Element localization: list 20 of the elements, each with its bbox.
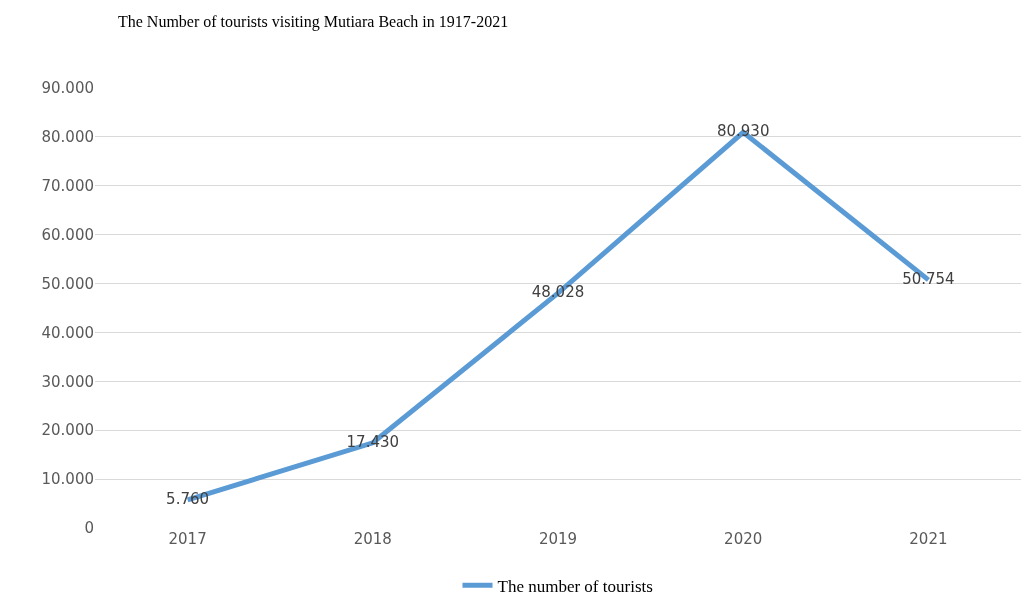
x-tick-label: 2020 <box>724 530 763 548</box>
data-label: 5.760 <box>166 489 210 508</box>
legend-label: The number of tourists <box>497 576 653 596</box>
chart-title: The Number of tourists visiting Mutiara Beach in 1917-2021 <box>117 12 509 31</box>
y-tick-label: 0 <box>84 519 94 538</box>
data-label: 80.930 <box>716 122 770 141</box>
y-tick-label: 20.000 <box>41 421 94 440</box>
y-tick-label: 50.000 <box>41 274 94 293</box>
x-tick-label: 2019 <box>538 530 578 548</box>
data-label: 50.754 <box>902 269 955 288</box>
y-tick-label: 10.000 <box>41 470 94 489</box>
x-tick-label: 2018 <box>353 530 392 548</box>
x-tick-label: 2017 <box>168 530 207 548</box>
x-tick-label: 2021 <box>909 530 948 548</box>
y-tick-label: 70.000 <box>41 177 94 196</box>
y-tick-label: 60.000 <box>41 225 94 244</box>
y-tick-label: 90.000 <box>41 79 94 98</box>
y-tick-label: 30.000 <box>41 372 94 391</box>
y-tick-label: 40.000 <box>41 323 94 342</box>
y-tick-label: 80.000 <box>41 128 94 147</box>
